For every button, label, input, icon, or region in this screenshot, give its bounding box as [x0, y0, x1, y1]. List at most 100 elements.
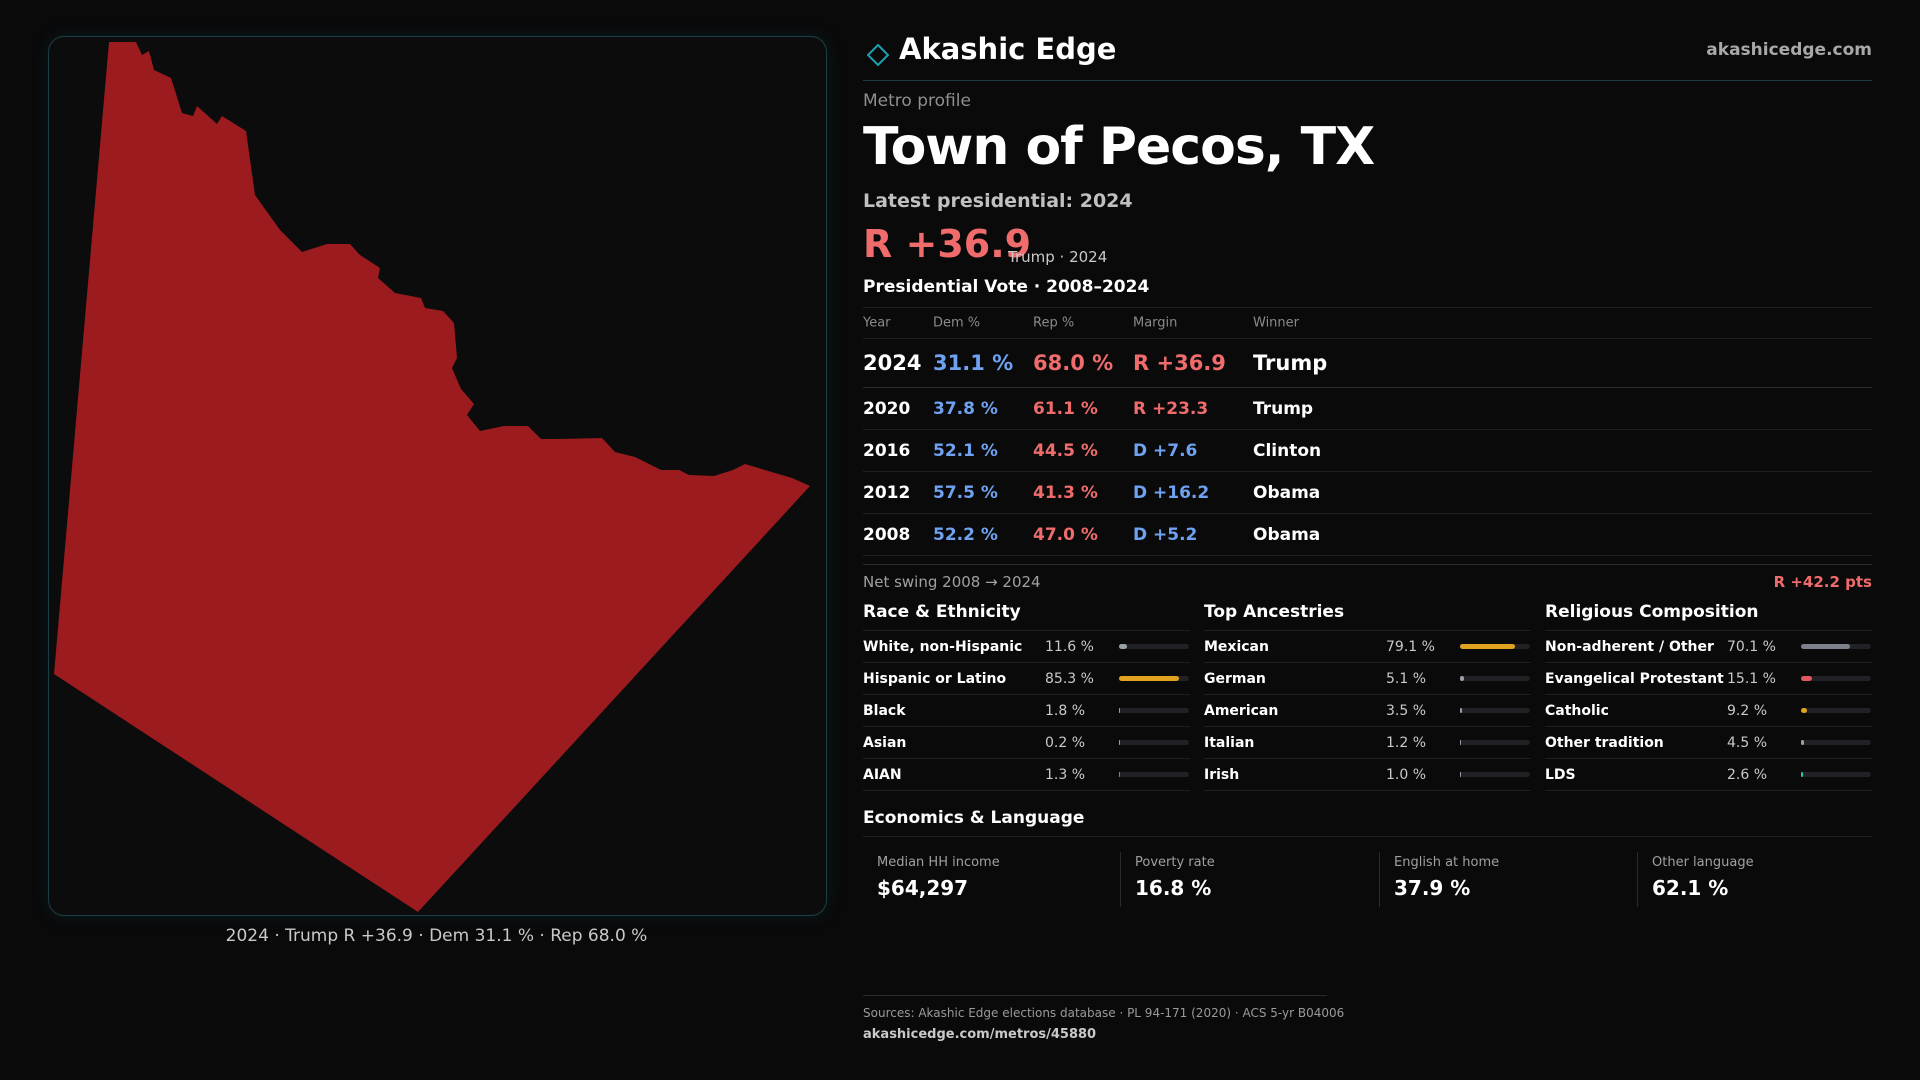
stat-bar-fill — [1460, 676, 1464, 681]
vote-table: Year Dem % Rep % Margin Winner 2024 31.1… — [863, 307, 1872, 556]
list-item: Catholic 9.2 % — [1545, 695, 1872, 727]
list-item: Asian 0.2 % — [863, 727, 1190, 759]
econ-poverty: Poverty rate 16.8 % — [1120, 852, 1365, 907]
economics-title: Economics & Language — [863, 808, 1872, 837]
row-rep: 47.0 % — [1033, 524, 1098, 545]
stat-bar-fill — [1119, 740, 1121, 745]
row-winner: Obama — [1253, 482, 1321, 503]
stat-value: 9.2 % — [1727, 703, 1768, 719]
ancestries-block: Top Ancestries Mexican 79.1 % German 5.1 %… — [1204, 602, 1531, 791]
stat-label: Mexican — [1204, 639, 1269, 655]
list-item: Irish 1.0 % — [1204, 759, 1531, 791]
stat-bar-fill — [1119, 676, 1179, 681]
stat-label: White, non-Hispanic — [863, 639, 1023, 655]
vote-table-header: Year Dem % Rep % Margin Winner — [863, 308, 1872, 339]
stat-value: 3.5 % — [1386, 703, 1427, 719]
list-item: German 5.1 % — [1204, 663, 1531, 695]
stat-value: 15.1 % — [1727, 671, 1776, 687]
stat-label: German — [1204, 671, 1266, 687]
stat-bar — [1460, 676, 1530, 681]
stat-value: 11.6 % — [1045, 639, 1094, 655]
footer-divider — [863, 995, 1327, 996]
diamond-logo-icon — [867, 44, 889, 66]
econ-value: 62.1 % — [1652, 876, 1729, 900]
stat-bar-fill — [1460, 740, 1462, 745]
ancestry-title: Top Ancestries — [1204, 602, 1531, 631]
latest-margin: R +36.9 — [863, 222, 1032, 266]
stat-bar-fill — [1460, 708, 1463, 713]
econ-label: English at home — [1394, 855, 1500, 870]
stat-value: 79.1 % — [1386, 639, 1435, 655]
econ-label: Median HH income — [877, 855, 1000, 870]
row-dem: 31.1 % — [933, 351, 1014, 375]
row-margin: R +36.9 — [1133, 351, 1226, 375]
stat-value: 0.2 % — [1045, 735, 1086, 751]
stat-bar-fill — [1119, 708, 1121, 713]
stat-bar — [1801, 708, 1871, 713]
stat-bar — [1460, 708, 1530, 713]
row-dem: 52.1 % — [933, 440, 998, 461]
boundary-map — [54, 42, 810, 912]
row-winner: Trump — [1253, 351, 1328, 375]
header-rep: Rep % — [1033, 315, 1075, 331]
stat-bar — [1460, 772, 1530, 777]
stat-label: Italian — [1204, 735, 1255, 751]
stat-bar-fill — [1119, 644, 1128, 649]
brand-name: Akashic Edge — [899, 32, 1117, 66]
stat-bar — [1801, 676, 1871, 681]
stat-value: 5.1 % — [1386, 671, 1427, 687]
econ-income: Median HH income $64,297 — [863, 852, 1107, 907]
stat-bar — [1460, 644, 1530, 649]
stat-label: Irish — [1204, 767, 1240, 783]
row-year: 2016 — [863, 440, 911, 461]
list-item: LDS 2.6 % — [1545, 759, 1872, 791]
vote-table-title: Presidential Vote · 2008–2024 — [863, 277, 1150, 297]
row-rep: 68.0 % — [1033, 351, 1114, 375]
map-caption: 2024 · Trump R +36.9 · Dem 31.1 % · Rep … — [225, 926, 648, 946]
religion-block: Religious Composition Non-adherent / Oth… — [1545, 602, 1872, 791]
header-year: Year — [863, 315, 891, 331]
row-year: 2012 — [863, 482, 911, 503]
row-rep: 41.3 % — [1033, 482, 1098, 503]
race-title: Race & Ethnicity — [863, 602, 1190, 631]
stat-label: Evangelical Protestant — [1545, 671, 1724, 687]
econ-other-language: Other language 62.1 % — [1637, 852, 1882, 907]
table-row: 2008 52.2 % 47.0 % D +5.2 Obama — [863, 514, 1872, 556]
stat-bar-fill — [1801, 740, 1805, 745]
latest-margin-sub: Trump · 2024 — [1008, 248, 1108, 266]
list-item: White, non-Hispanic 11.6 % — [863, 631, 1190, 663]
row-dem: 52.2 % — [933, 524, 998, 545]
stat-bar — [1119, 772, 1189, 777]
net-swing-value: R +42.2 pts — [1773, 573, 1872, 591]
list-item: Other tradition 4.5 % — [1545, 727, 1872, 759]
stat-bar — [1119, 676, 1189, 681]
economics-row: Median HH income $64,297 Poverty rate 16… — [863, 852, 1872, 907]
stat-bar — [1119, 740, 1189, 745]
row-rep: 61.1 % — [1033, 398, 1098, 419]
eyebrow-label: Metro profile — [863, 91, 971, 111]
stat-bar-fill — [1119, 772, 1121, 777]
stat-bar — [1801, 740, 1871, 745]
page-title: Town of Pecos, TX — [863, 117, 1375, 177]
stat-label: LDS — [1545, 767, 1576, 783]
econ-label: Poverty rate — [1135, 855, 1215, 870]
row-dem: 57.5 % — [933, 482, 998, 503]
stat-label: Black — [863, 703, 906, 719]
row-year: 2020 — [863, 398, 911, 419]
header-margin: Margin — [1133, 315, 1178, 331]
econ-value: 37.9 % — [1394, 876, 1471, 900]
net-swing: Net swing 2008 → 2024 R +42.2 pts — [863, 564, 1872, 599]
stat-bar-fill — [1801, 708, 1808, 713]
footer-link[interactable]: akashicedge.com/metros/45880 — [863, 1027, 1097, 1042]
sources-text: Sources: Akashic Edge elections database… — [863, 1006, 1345, 1020]
site-link[interactable]: akashicedge.com — [1706, 40, 1872, 60]
econ-value: 16.8 % — [1135, 876, 1212, 900]
row-margin: D +5.2 — [1133, 524, 1198, 545]
latest-election-label: Latest presidential: 2024 — [863, 190, 1133, 212]
econ-english: English at home 37.9 % — [1379, 852, 1624, 907]
stat-bar — [1119, 644, 1189, 649]
row-dem: 37.8 % — [933, 398, 998, 419]
net-swing-label: Net swing 2008 → 2024 — [863, 573, 1041, 591]
list-item: Italian 1.2 % — [1204, 727, 1531, 759]
table-row: 2012 57.5 % 41.3 % D +16.2 Obama — [863, 472, 1872, 514]
